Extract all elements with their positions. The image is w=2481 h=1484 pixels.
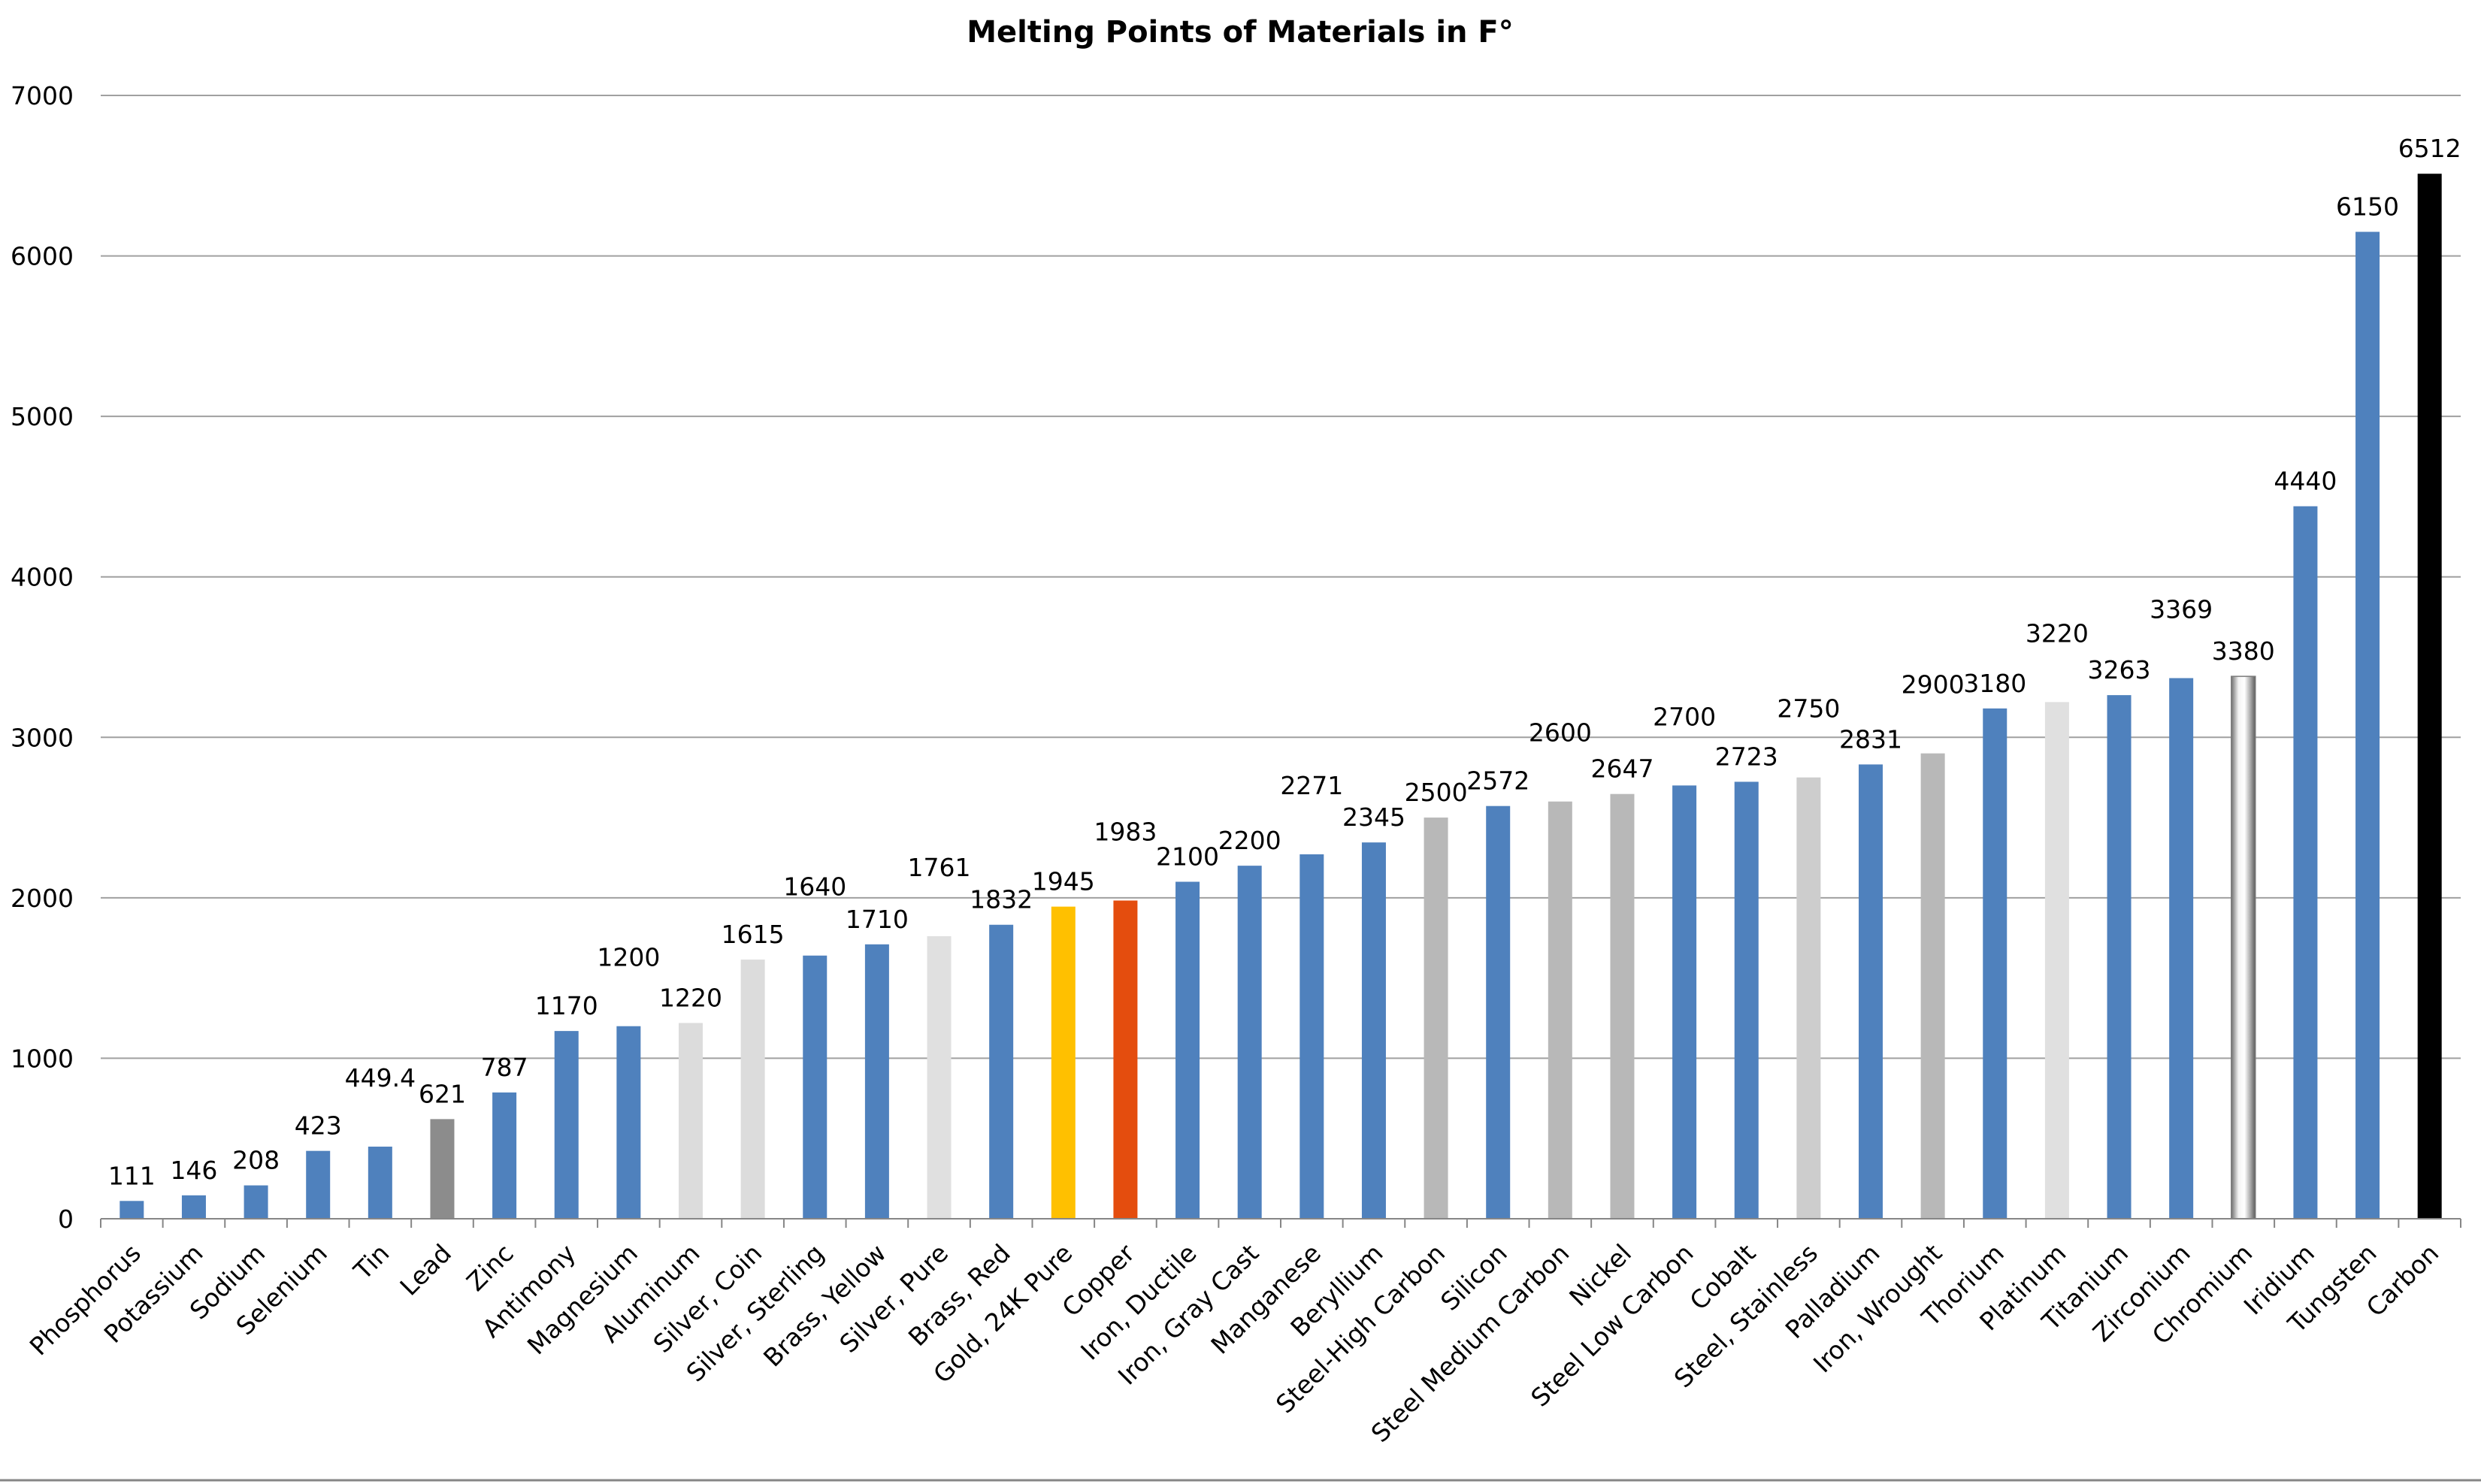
data-label: 2500 bbox=[1405, 778, 1468, 807]
bar bbox=[2417, 174, 2442, 1219]
bar bbox=[1672, 785, 1697, 1219]
x-tick-label: Lead bbox=[394, 1238, 457, 1301]
bar bbox=[864, 944, 889, 1219]
bar bbox=[1113, 900, 1138, 1219]
bar bbox=[1299, 854, 1324, 1219]
data-label: 2200 bbox=[1218, 826, 1281, 855]
bar bbox=[1237, 866, 1262, 1219]
data-label: 2572 bbox=[1466, 766, 1529, 796]
bar bbox=[1610, 793, 1635, 1219]
bar bbox=[244, 1185, 268, 1219]
bar bbox=[740, 960, 765, 1219]
data-label: 1615 bbox=[722, 920, 785, 949]
data-label: 2271 bbox=[1280, 771, 1343, 800]
bar bbox=[2107, 695, 2132, 1219]
data-label: 1983 bbox=[1094, 817, 1157, 846]
data-label: 2750 bbox=[1777, 694, 1840, 724]
data-label: 1761 bbox=[908, 853, 971, 882]
data-label: 3380 bbox=[2212, 636, 2275, 666]
data-label: 3263 bbox=[2088, 655, 2151, 685]
bar bbox=[616, 1026, 641, 1219]
data-label: 1832 bbox=[970, 885, 1033, 914]
bar bbox=[1983, 708, 2007, 1219]
data-label: 1220 bbox=[659, 983, 722, 1012]
y-tick-label: 5000 bbox=[11, 402, 74, 431]
bar bbox=[2231, 676, 2256, 1220]
gridlines bbox=[101, 95, 2461, 1059]
bar bbox=[2169, 678, 2194, 1219]
data-label: 1200 bbox=[597, 943, 660, 972]
y-tick-label: 0 bbox=[58, 1204, 74, 1234]
bar bbox=[1175, 881, 1200, 1219]
data-label: 621 bbox=[419, 1079, 466, 1108]
data-label: 1710 bbox=[846, 905, 909, 934]
data-label: 787 bbox=[481, 1053, 528, 1082]
data-label: 449.4 bbox=[345, 1063, 416, 1093]
bar bbox=[120, 1201, 144, 1219]
bar bbox=[1361, 842, 1386, 1219]
data-label: 423 bbox=[295, 1111, 342, 1141]
data-label: 3180 bbox=[1963, 669, 2026, 698]
data-label: 111 bbox=[108, 1161, 156, 1190]
data-label: 2345 bbox=[1342, 802, 1405, 832]
bar bbox=[989, 924, 1014, 1219]
data-label: 6150 bbox=[2336, 192, 2399, 222]
bar bbox=[368, 1147, 392, 1219]
data-label: 208 bbox=[232, 1146, 280, 1175]
y-tick-label: 7000 bbox=[11, 81, 74, 110]
data-label: 2100 bbox=[1156, 842, 1219, 872]
x-tick-label: Tin bbox=[347, 1238, 395, 1286]
data-label: 2900 bbox=[1902, 670, 1965, 700]
data-label: 2831 bbox=[1839, 724, 1902, 754]
bar bbox=[430, 1119, 455, 1219]
bar bbox=[679, 1023, 703, 1219]
bar bbox=[1424, 818, 1448, 1219]
bar bbox=[2293, 506, 2318, 1219]
data-label: 1640 bbox=[783, 872, 846, 902]
bars bbox=[120, 174, 2442, 1220]
y-tick-label: 6000 bbox=[11, 242, 74, 271]
bar bbox=[492, 1092, 517, 1219]
y-tick-label: 1000 bbox=[11, 1044, 74, 1073]
data-label: 146 bbox=[170, 1156, 217, 1185]
data-label: 4440 bbox=[2274, 467, 2337, 496]
data-label: 2600 bbox=[1529, 718, 1592, 748]
data-label: 3220 bbox=[2026, 618, 2089, 648]
data-label: 2647 bbox=[1590, 754, 1653, 784]
data-label: 2723 bbox=[1715, 742, 1778, 771]
bar bbox=[1920, 753, 1945, 1219]
bar bbox=[1051, 906, 1076, 1219]
bar bbox=[1486, 805, 1511, 1219]
y-tick-label: 2000 bbox=[11, 884, 74, 913]
bar bbox=[1796, 777, 1821, 1219]
bar bbox=[1859, 764, 1883, 1219]
bar bbox=[1548, 801, 1572, 1219]
bar bbox=[927, 935, 952, 1219]
bar bbox=[2044, 702, 2069, 1219]
y-axis-ticks: 0 1000 2000 3000 4000 5000 6000 7000 bbox=[11, 81, 74, 1234]
bar bbox=[1734, 781, 1759, 1219]
bar bbox=[2355, 231, 2380, 1220]
data-label: 2700 bbox=[1653, 702, 1716, 731]
y-tick-label: 3000 bbox=[11, 723, 74, 752]
bar bbox=[803, 955, 828, 1219]
bar bbox=[306, 1150, 331, 1219]
data-label: 6512 bbox=[2398, 134, 2461, 163]
bar bbox=[181, 1195, 206, 1219]
x-axis bbox=[100, 1218, 2461, 1228]
data-label: 1945 bbox=[1032, 867, 1095, 896]
data-label: 1170 bbox=[535, 991, 598, 1020]
bar bbox=[554, 1031, 579, 1219]
data-label: 3369 bbox=[2150, 594, 2213, 624]
y-tick-label: 4000 bbox=[11, 563, 74, 592]
chart-title: Melting Points of Materials in F° bbox=[967, 15, 1514, 50]
